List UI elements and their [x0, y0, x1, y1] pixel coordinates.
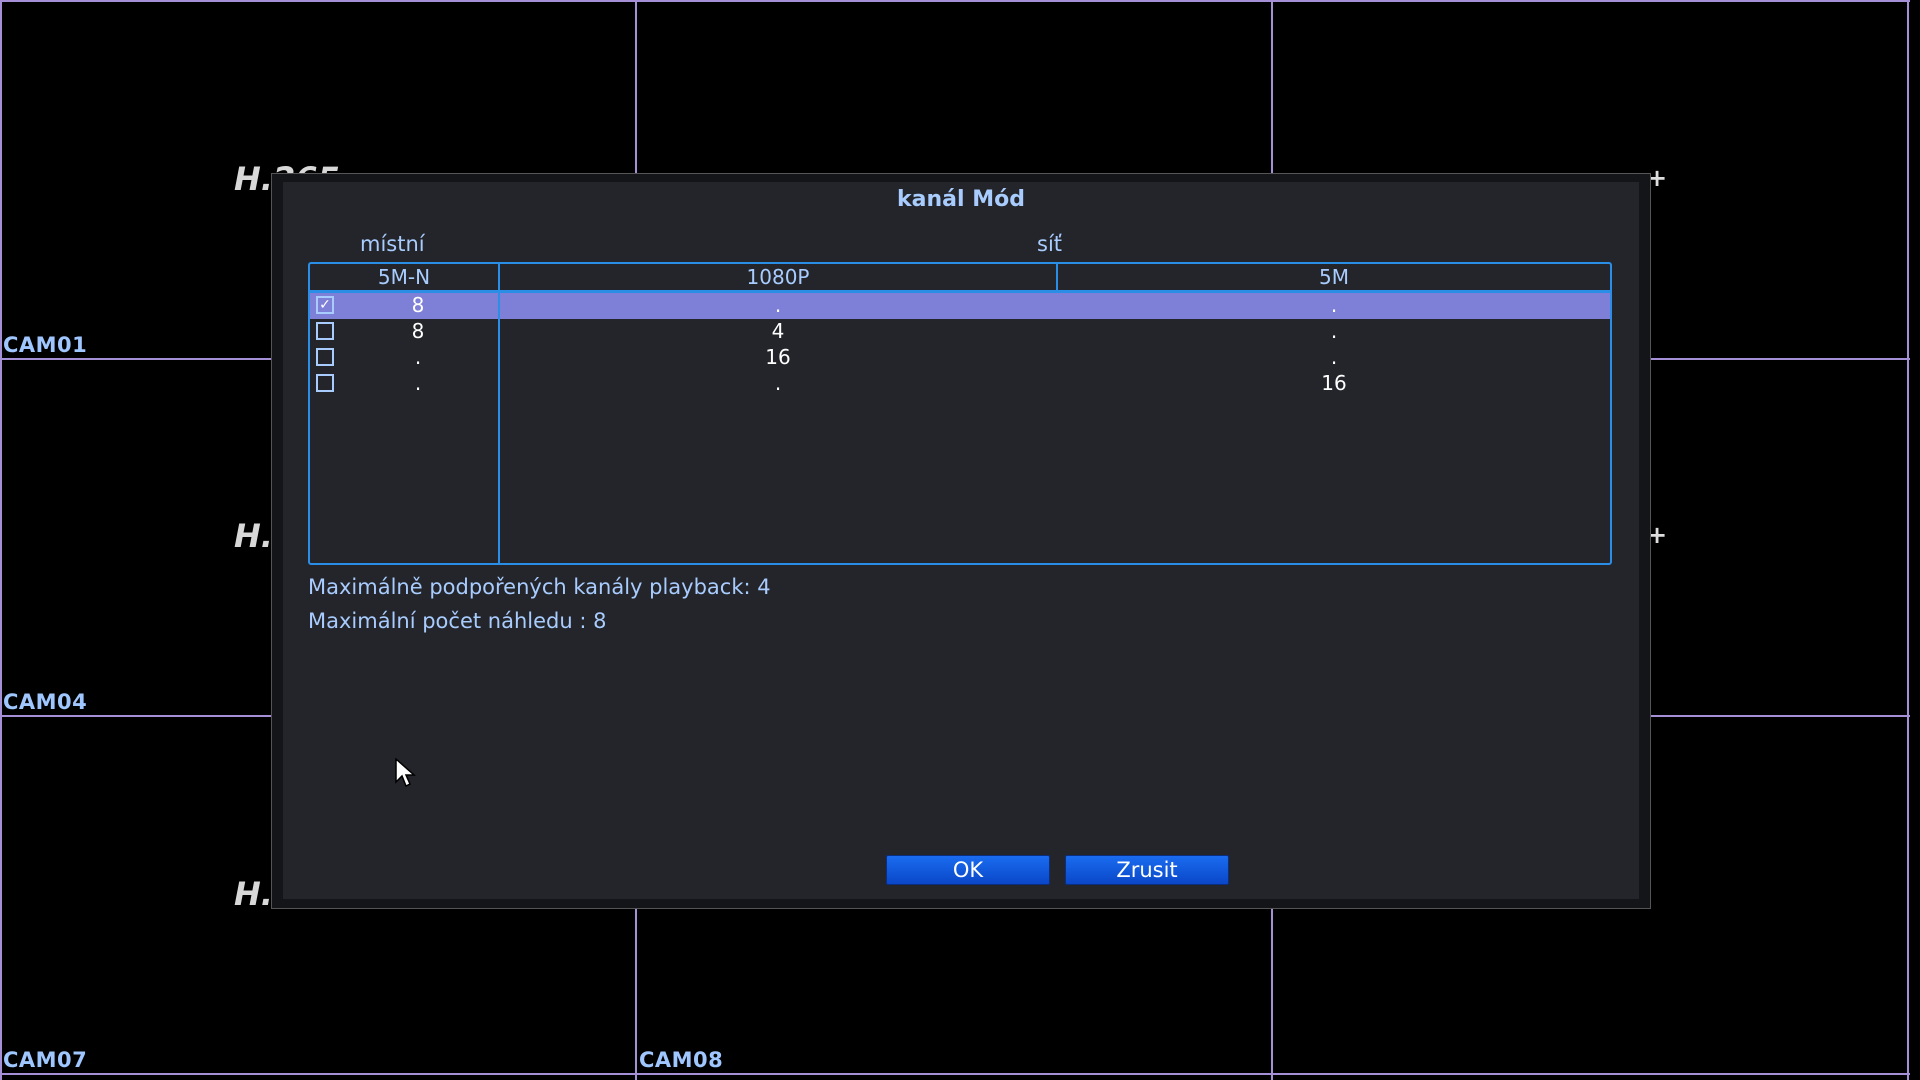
column-header-5m-n: 5M-N [377, 265, 431, 289]
grid-divider [0, 0, 2, 1080]
table-row[interactable]: .. 16 [310, 371, 1610, 397]
max-playback-info: Maximálně podpořených kanály playback: 4 [308, 575, 771, 599]
checkbox-checked[interactable]: ✓ [316, 296, 334, 314]
dialog-title: kanál Mód [897, 187, 1025, 212]
camera-label: CAM07 [3, 1048, 88, 1072]
header-divider [310, 290, 1610, 293]
table-cell: 8 [411, 293, 425, 317]
table-cell: . [774, 371, 782, 395]
checkbox[interactable] [316, 322, 334, 340]
column-header-1080p: 1080P [746, 265, 810, 289]
table-cell: 4 [771, 319, 785, 343]
grid-divider [0, 1073, 1910, 1075]
mouse-cursor-icon [395, 758, 416, 788]
cancel-button[interactable]: Zrusit [1065, 855, 1229, 885]
table-row[interactable]: . 16. [310, 345, 1610, 371]
table-cell: . [414, 345, 422, 369]
channel-mode-table: 5M-N 1080P 5M ✓ 8.. 8 4.. 16... 16 [308, 262, 1612, 565]
ok-button[interactable]: OK [886, 855, 1050, 885]
dialog-panel: kanál Mód místní síť 5M-N 1080P 5M ✓ 8.. 8… [283, 182, 1639, 899]
table-cell: 16 [1321, 371, 1347, 395]
table-row[interactable]: 8 4. [310, 319, 1610, 345]
table-cell: . [774, 293, 782, 317]
table-cell: . [1330, 319, 1338, 343]
grid-divider [0, 0, 1910, 2]
camera-label: CAM01 [3, 333, 88, 357]
column-divider [1056, 264, 1058, 290]
table-cell: 8 [411, 319, 425, 343]
column-header-5m: 5M [1319, 265, 1349, 289]
channel-mode-dialog: kanál Mód místní síť 5M-N 1080P 5M ✓ 8.. 8… [271, 173, 1651, 909]
table-cell: . [414, 371, 422, 395]
max-preview-info: Maximální počet náhledu : 8 [308, 609, 607, 633]
camera-label: CAM08 [639, 1048, 724, 1072]
table-row[interactable]: ✓ 8.. [310, 293, 1610, 319]
checkbox[interactable] [316, 374, 334, 392]
table-cell: 16 [765, 345, 791, 369]
plus-icon: + [1647, 521, 1668, 549]
plus-icon: + [1647, 164, 1668, 192]
table-cell: . [1330, 345, 1338, 369]
grid-divider [1907, 0, 1909, 1080]
camera-label: CAM04 [3, 690, 88, 714]
group-local-label: místní [360, 232, 425, 256]
checkbox[interactable] [316, 348, 334, 366]
column-divider [498, 293, 500, 563]
group-network-label: síť [1037, 232, 1063, 256]
table-cell: . [1330, 293, 1338, 317]
